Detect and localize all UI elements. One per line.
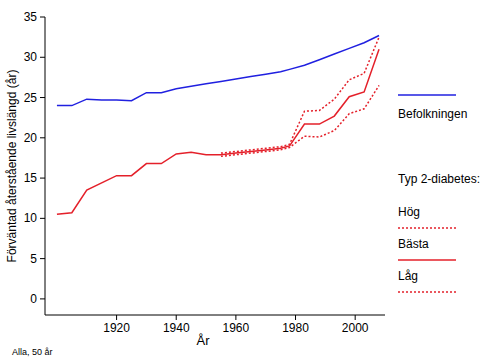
y-tick xyxy=(40,298,45,299)
legend-swatch xyxy=(398,227,456,229)
y-tick-label: 25 xyxy=(24,91,38,105)
legend-label: Hög xyxy=(398,205,420,219)
chart-root: 0 5 10 15 20 25 30 35 1920 1940 1960 1980 2000 År Förv… xyxy=(0,0,500,364)
y-tick-label: 20 xyxy=(24,131,38,145)
note: Alla, 50 år xyxy=(12,347,53,357)
y-tick xyxy=(40,97,45,98)
x-tick-label: 2000 xyxy=(342,321,369,335)
chart: 0 5 10 15 20 25 30 35 1920 1940 1960 1980 2000 År Förv… xyxy=(0,0,500,364)
x-tick xyxy=(176,315,177,320)
y-axis xyxy=(45,17,46,315)
y-tick-label: 30 xyxy=(24,50,38,64)
x-tick-label: 1920 xyxy=(103,321,130,335)
legend-label: Befolkningen xyxy=(398,107,467,121)
y-axis-label: Förväntad återstående livslängd (år) xyxy=(5,70,19,263)
series-line xyxy=(221,85,379,156)
x-axis-label: År xyxy=(197,333,211,348)
x-tick-label: 1980 xyxy=(282,321,309,335)
legend-swatch xyxy=(398,259,456,261)
x-tick xyxy=(116,315,117,320)
y-tick xyxy=(40,17,45,18)
legend: Befolkningen Typ 2-diabetes: Hög Bästa Låg xyxy=(398,95,480,292)
y-tick-label: 35 xyxy=(24,10,38,24)
x-tick xyxy=(355,315,356,320)
legend-label: Bästa xyxy=(398,237,429,251)
legend-swatch xyxy=(398,291,456,293)
legend-title: Typ 2-diabetes: xyxy=(398,172,480,186)
background xyxy=(0,0,500,364)
y-tick-label: 15 xyxy=(24,171,38,185)
y-tick xyxy=(40,137,45,138)
y-tick xyxy=(40,178,45,179)
plot-area xyxy=(57,36,379,215)
y-tick xyxy=(40,218,45,219)
y-tick-label: 0 xyxy=(30,292,37,306)
series-line xyxy=(57,49,379,214)
legend-label: Låg xyxy=(398,269,418,283)
legend-swatch xyxy=(398,94,456,96)
x-tick xyxy=(295,315,296,320)
x-tick xyxy=(235,315,236,320)
y-tick-label: 5 xyxy=(30,252,37,266)
y-tick-label: 10 xyxy=(24,211,38,225)
y-tick xyxy=(40,258,45,259)
x-tick-label: 1960 xyxy=(223,321,250,335)
series-line xyxy=(57,36,379,106)
x-axis xyxy=(45,315,385,316)
y-tick xyxy=(40,57,45,58)
x-tick-label: 1940 xyxy=(163,321,190,335)
